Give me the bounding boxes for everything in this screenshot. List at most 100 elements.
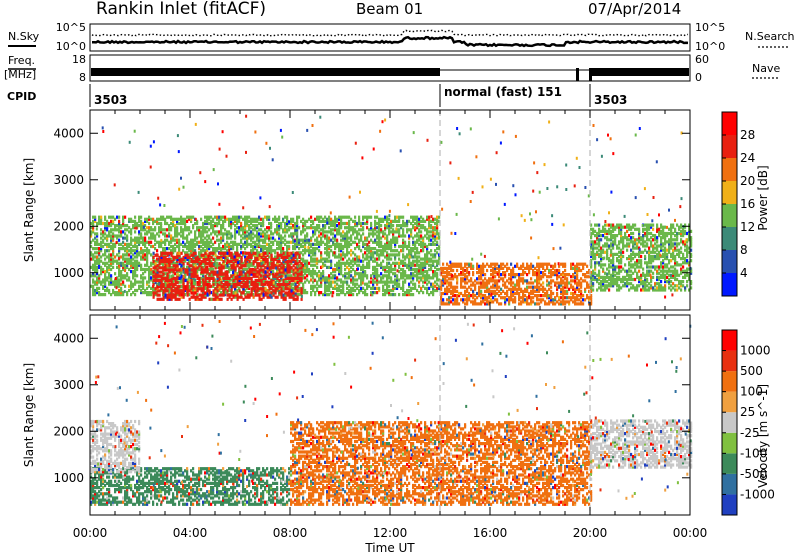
data-cell [312, 253, 315, 257]
data-cell [330, 259, 333, 263]
data-cell [130, 265, 133, 269]
data-cell [186, 281, 189, 285]
data-cell [408, 274, 411, 278]
data-cell [156, 278, 159, 283]
data-cell [266, 253, 269, 257]
data-cell [136, 236, 139, 240]
data-cell [166, 281, 169, 285]
data-cell [426, 257, 429, 261]
data-cell [182, 262, 185, 266]
data-cell [202, 274, 205, 278]
data-cell [190, 281, 193, 285]
data-cell [110, 274, 113, 278]
data-cell [436, 236, 439, 240]
data-cell [204, 284, 207, 288]
data-cell [428, 230, 431, 234]
data-cell [140, 274, 143, 278]
data-cell [110, 253, 113, 257]
data-cell [220, 224, 223, 228]
data-cell [170, 236, 173, 240]
data-cell [410, 249, 413, 253]
data-cell [422, 257, 425, 261]
data-cell [432, 242, 435, 246]
data-cell [162, 272, 165, 276]
data-cell [324, 230, 327, 234]
data-cell [428, 286, 431, 290]
data-cell [290, 266, 293, 270]
data-cell [314, 228, 317, 232]
data-cell [256, 236, 259, 240]
data-cell [236, 230, 239, 234]
data-cell [382, 234, 385, 238]
data-cell [236, 219, 239, 223]
data-cell [422, 267, 425, 272]
data-cell [330, 217, 333, 221]
data-cell [150, 291, 153, 295]
data-cell [280, 240, 283, 244]
data-cell [266, 262, 269, 266]
data-cell [164, 221, 167, 226]
data-cell [246, 285, 249, 289]
data-cell [170, 221, 173, 226]
data-cell [208, 257, 211, 262]
data-cell [230, 266, 233, 270]
data-cell [278, 272, 281, 276]
data-cell [170, 289, 173, 293]
data-cell [278, 253, 281, 257]
data-cell [352, 267, 355, 272]
data-cell [380, 263, 383, 267]
data-cell [194, 291, 197, 295]
data-cell [414, 217, 417, 221]
data-cell [276, 264, 279, 268]
data-cell [280, 247, 283, 251]
data-cell [282, 270, 285, 274]
data-cell [148, 278, 151, 282]
data-cell [266, 215, 269, 219]
data-cell [302, 274, 305, 278]
data-cell [388, 265, 391, 269]
data-cell [424, 228, 427, 232]
data-cell [172, 264, 175, 268]
data-cell [284, 253, 287, 257]
data-cell [236, 278, 239, 283]
data-cell [404, 272, 407, 276]
data-cell [180, 272, 183, 276]
data-cell [176, 287, 179, 291]
data-cell [338, 278, 341, 282]
data-cell [118, 288, 121, 293]
data-cell [134, 249, 137, 253]
data-cell [330, 280, 333, 284]
data-cell [356, 236, 359, 240]
data-cell [284, 251, 287, 255]
data-cell [248, 242, 251, 246]
data-cell [146, 249, 149, 253]
data-cell [410, 261, 413, 265]
data-cell [272, 276, 275, 280]
data-cell [240, 255, 243, 259]
data-cell [394, 293, 397, 297]
data-cell [224, 217, 227, 221]
data-cell [110, 228, 113, 232]
data-cell [406, 224, 409, 228]
data-cell [274, 276, 277, 280]
data-cell [412, 224, 415, 228]
data-cell [174, 268, 177, 272]
data-cell [426, 230, 429, 234]
data-cell [124, 276, 127, 280]
data-cell [488, 277, 491, 281]
data-cell [250, 251, 253, 255]
data-cell [174, 283, 177, 287]
data-cell [158, 244, 161, 249]
data-cell [114, 228, 117, 232]
data-cell [348, 274, 351, 278]
data-cell [262, 291, 265, 295]
data-cell [306, 226, 309, 230]
data-cell [424, 242, 427, 246]
data-cell [378, 249, 381, 253]
data-cell [264, 228, 267, 232]
data-cell [396, 276, 399, 280]
data-cell [326, 234, 329, 238]
data-cell [476, 271, 479, 275]
data-cell [412, 249, 415, 253]
data-cell [322, 261, 325, 265]
